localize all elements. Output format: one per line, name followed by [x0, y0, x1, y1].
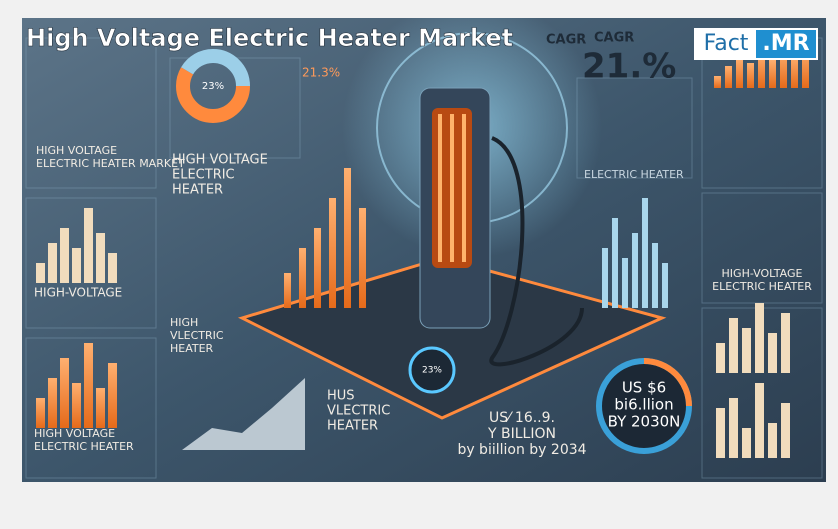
decor-bar: [344, 168, 351, 308]
panel-label: ELECTRIC HEATER: [584, 168, 684, 181]
decor-bar: [314, 228, 321, 308]
decor-bar: [725, 66, 732, 88]
decor-bar: [755, 383, 764, 458]
decor-bar: [768, 333, 777, 373]
decor-bar: [36, 263, 45, 283]
dial-label: 23%: [422, 366, 442, 376]
decor-bar: [622, 258, 628, 308]
cagr-label: CAGR: [546, 33, 586, 48]
panel-label: ELECTRIC HEATER: [34, 440, 134, 453]
decor-bar: [60, 358, 69, 428]
decor-bar: [284, 273, 291, 308]
decor-bar: [72, 248, 81, 283]
infographic: Fact .MR High Voltage Electric Heater Ma…: [22, 18, 826, 482]
decor-bar: [299, 248, 306, 308]
panel-label: US⁄ 16..9.: [489, 410, 555, 426]
donut-label: 23%: [202, 81, 224, 92]
logo-text: .MR: [762, 31, 809, 56]
decor-bar: [108, 363, 117, 428]
page: Fact .MR High Voltage Electric Heater Ma…: [0, 0, 838, 529]
panel-label: US $6: [622, 379, 666, 397]
panel-label: Y BILLION: [487, 426, 556, 442]
decor-bar: [602, 248, 608, 308]
panel-label: VLECTRIC: [170, 329, 224, 342]
decor-bar: [642, 198, 648, 308]
decor-bar: [729, 398, 738, 458]
decor-bar: [84, 208, 93, 283]
panel-label: HEATER: [172, 183, 223, 198]
panel-label: BY 2030N: [608, 413, 681, 431]
decor-bar: [791, 56, 798, 88]
panel-label: HIGH VOLTAGE: [36, 144, 117, 157]
decor-bar: [736, 58, 743, 88]
decor-bar: [48, 378, 57, 428]
decor-bar: [714, 76, 721, 88]
decor-bar: [632, 233, 638, 308]
cagr-value: 21.%: [582, 47, 676, 87]
panel-label: ELECTRIC HEATER MARKET: [36, 157, 185, 170]
decor-bar: [108, 253, 117, 283]
decor-bar: [781, 313, 790, 373]
panel-label: HEATER: [327, 419, 378, 434]
title: High Voltage Electric Heater Market: [26, 24, 513, 52]
decor-bar: [612, 218, 618, 308]
decor-bar: [747, 63, 754, 88]
decor-bar: [359, 208, 366, 308]
cagr-label: CAGR: [594, 31, 634, 46]
decor-bar: [716, 408, 725, 458]
decor-bar: [755, 303, 764, 373]
panel-label: ELECTRIC HEATER: [712, 280, 812, 293]
cagr-small: 21.3%: [302, 66, 340, 80]
decor-bar: [742, 428, 751, 458]
decor-bar: [652, 243, 658, 308]
decor-bar: [96, 388, 105, 428]
panel-label: HIGH: [170, 316, 198, 329]
panel-label: HIGH-VOLTAGE: [722, 267, 803, 280]
decor-bar: [36, 398, 45, 428]
decor-bar: [781, 403, 790, 458]
panel-label: HIGH VOLTAGE: [172, 153, 268, 168]
decor-bar: [729, 318, 738, 373]
panel-label: VLECTRIC: [327, 404, 390, 419]
decor-bar: [72, 383, 81, 428]
panel-label: by biillion by 2034: [457, 442, 586, 458]
decor-bar: [768, 423, 777, 458]
panel-label: bi6.llion: [614, 396, 673, 414]
decor-bar: [48, 243, 57, 283]
decor-bar: [329, 198, 336, 308]
decor-bar: [716, 343, 725, 373]
panel-label: HIGH-VOLTAGE: [34, 286, 122, 300]
decor-bar: [60, 228, 69, 283]
panel-label: ELECTRIC: [172, 168, 235, 183]
decor-bar: [84, 343, 93, 428]
decor-bar: [742, 328, 751, 373]
decor-bar: [769, 60, 776, 88]
panel-label: HUS: [327, 389, 355, 404]
logo-text: Fact: [704, 31, 749, 56]
decor-bar: [662, 263, 668, 308]
decor-bar: [96, 233, 105, 283]
panel-label: HEATER: [170, 342, 214, 355]
panel-label: HIGH VOLTAGE: [34, 427, 115, 440]
